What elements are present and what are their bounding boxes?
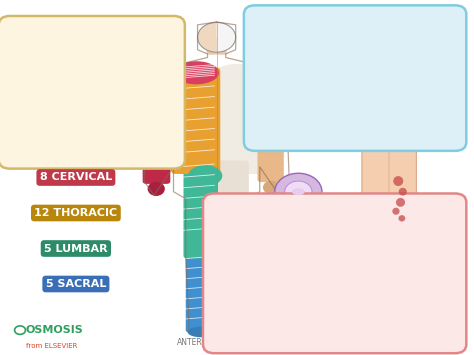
FancyBboxPatch shape: [362, 142, 416, 248]
Wedge shape: [217, 22, 236, 52]
Text: by SPECIFIC NERVE ROOT: by SPECIFIC NERVE ROOT: [21, 72, 142, 81]
Text: 5 SACRAL: 5 SACRAL: [46, 279, 106, 289]
Text: 5 LUMBAR: 5 LUMBAR: [44, 244, 108, 253]
Circle shape: [275, 173, 322, 210]
FancyBboxPatch shape: [143, 120, 170, 184]
Text: ~ 30 TOTAL: ~ 30 TOTAL: [21, 93, 80, 102]
Text: 8 CERVICAL: 8 CERVICAL: [40, 173, 112, 182]
FancyBboxPatch shape: [289, 220, 308, 240]
Ellipse shape: [188, 327, 214, 337]
FancyBboxPatch shape: [183, 160, 218, 258]
FancyBboxPatch shape: [203, 193, 466, 353]
Ellipse shape: [147, 182, 165, 196]
Text: ANTERIOR: ANTERIOR: [177, 338, 216, 347]
Ellipse shape: [392, 208, 400, 215]
FancyBboxPatch shape: [271, 195, 326, 220]
FancyBboxPatch shape: [218, 257, 246, 332]
FancyBboxPatch shape: [309, 209, 330, 228]
Ellipse shape: [214, 64, 260, 85]
Text: * RADICULOPATHIES: * RADICULOPATHIES: [223, 229, 319, 238]
Text: from ELSEVIER: from ELSEVIER: [26, 343, 77, 349]
Text: * AREA of SKIN INNERVATED: * AREA of SKIN INNERVATED: [21, 51, 147, 60]
FancyBboxPatch shape: [253, 219, 275, 233]
Ellipse shape: [396, 198, 405, 207]
Text: ~ PINPRICK TEST: ~ PINPRICK TEST: [266, 63, 349, 72]
FancyBboxPatch shape: [212, 67, 262, 174]
FancyBboxPatch shape: [255, 69, 285, 124]
Text: 12 THORACIC: 12 THORACIC: [34, 208, 118, 218]
Ellipse shape: [222, 327, 248, 337]
Ellipse shape: [399, 215, 405, 222]
Text: ASSESSMENT: ASSESSMENT: [309, 23, 401, 36]
Text: ADVANCED AGE or TRAUMA: ADVANCED AGE or TRAUMA: [223, 270, 354, 279]
Wedge shape: [198, 22, 217, 52]
FancyBboxPatch shape: [146, 66, 179, 124]
FancyBboxPatch shape: [321, 219, 343, 233]
Text: * NEUROLOGICAL EXAM: * NEUROLOGICAL EXAM: [266, 41, 373, 50]
FancyBboxPatch shape: [215, 160, 249, 266]
Circle shape: [285, 181, 312, 202]
Text: PATHOLOGIES: PATHOLOGIES: [286, 211, 383, 224]
FancyBboxPatch shape: [207, 38, 227, 55]
FancyBboxPatch shape: [186, 257, 216, 332]
FancyBboxPatch shape: [257, 120, 284, 182]
Text: ~ REACTIVATION of VARICELLA ZOSTER VIRUS: ~ REACTIVATION of VARICELLA ZOSTER VIRUS: [223, 311, 429, 320]
Text: ~ COMMONLY due to DISC HERNIATIONS from: ~ COMMONLY due to DISC HERNIATIONS from: [223, 250, 427, 258]
Text: OSMOSIS: OSMOSIS: [26, 325, 84, 335]
Circle shape: [299, 202, 316, 215]
Ellipse shape: [292, 188, 305, 195]
Ellipse shape: [393, 176, 403, 186]
Ellipse shape: [173, 61, 219, 84]
FancyBboxPatch shape: [265, 209, 287, 228]
Ellipse shape: [263, 181, 279, 194]
FancyBboxPatch shape: [244, 5, 466, 151]
Ellipse shape: [188, 165, 222, 186]
Text: ~ LIGHT TOUCH TEST: ~ LIGHT TOUCH TEST: [266, 85, 369, 94]
Text: BACKGROUND: BACKGROUND: [42, 34, 141, 47]
FancyBboxPatch shape: [0, 16, 185, 169]
Text: * SHINGLES: * SHINGLES: [223, 291, 279, 300]
Text: POSTERIOR: POSTERIOR: [218, 338, 261, 347]
Ellipse shape: [399, 188, 407, 196]
FancyBboxPatch shape: [171, 67, 220, 174]
